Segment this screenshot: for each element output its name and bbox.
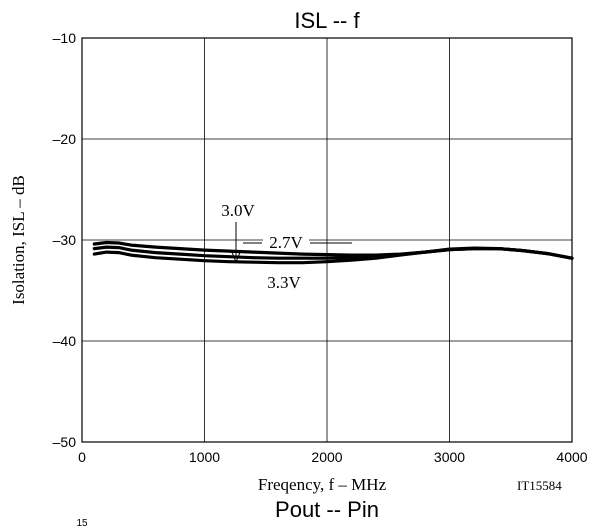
chart-title: ISL -- f <box>294 8 360 33</box>
series-line-3-3v <box>92 247 574 265</box>
y-tick-label: –10 <box>53 30 77 46</box>
next-chart-title: Pout -- Pin <box>275 497 379 522</box>
y-tick-label: –20 <box>53 131 77 147</box>
x-tick-labels: 0 1000 2000 3000 4000 <box>78 449 588 465</box>
y-axis-label: Isolation, ISL – dB <box>9 175 28 305</box>
cut-off-label: 15 <box>76 518 88 529</box>
x-tick-label: 0 <box>78 449 86 465</box>
y-tick-labels: –50 –40 –30 –20 –10 <box>53 30 77 450</box>
x-tick-label: 4000 <box>556 449 587 465</box>
x-axis-label: Freqency, f – MHz <box>258 475 387 494</box>
y-tick-label: –50 <box>53 434 77 450</box>
annotation-label: 3.3V <box>267 273 301 292</box>
annotation-arrowhead <box>230 249 242 264</box>
x-tick-label: 1000 <box>189 449 220 465</box>
x-tick-label: 2000 <box>311 449 342 465</box>
annotation-label-bg <box>263 232 309 250</box>
series-lines <box>92 240 574 265</box>
grid-lines <box>82 38 572 442</box>
figure-code-label: IT15584 <box>517 478 562 493</box>
annotation-label: 2.7V <box>269 233 303 252</box>
y-tick-label: –30 <box>53 232 77 248</box>
annotation-label: 3.0V <box>221 201 255 220</box>
x-tick-label: 3000 <box>434 449 465 465</box>
series-annotations: 3.0V 2.7V 3.3V <box>221 201 352 292</box>
y-tick-label: –40 <box>53 333 77 349</box>
